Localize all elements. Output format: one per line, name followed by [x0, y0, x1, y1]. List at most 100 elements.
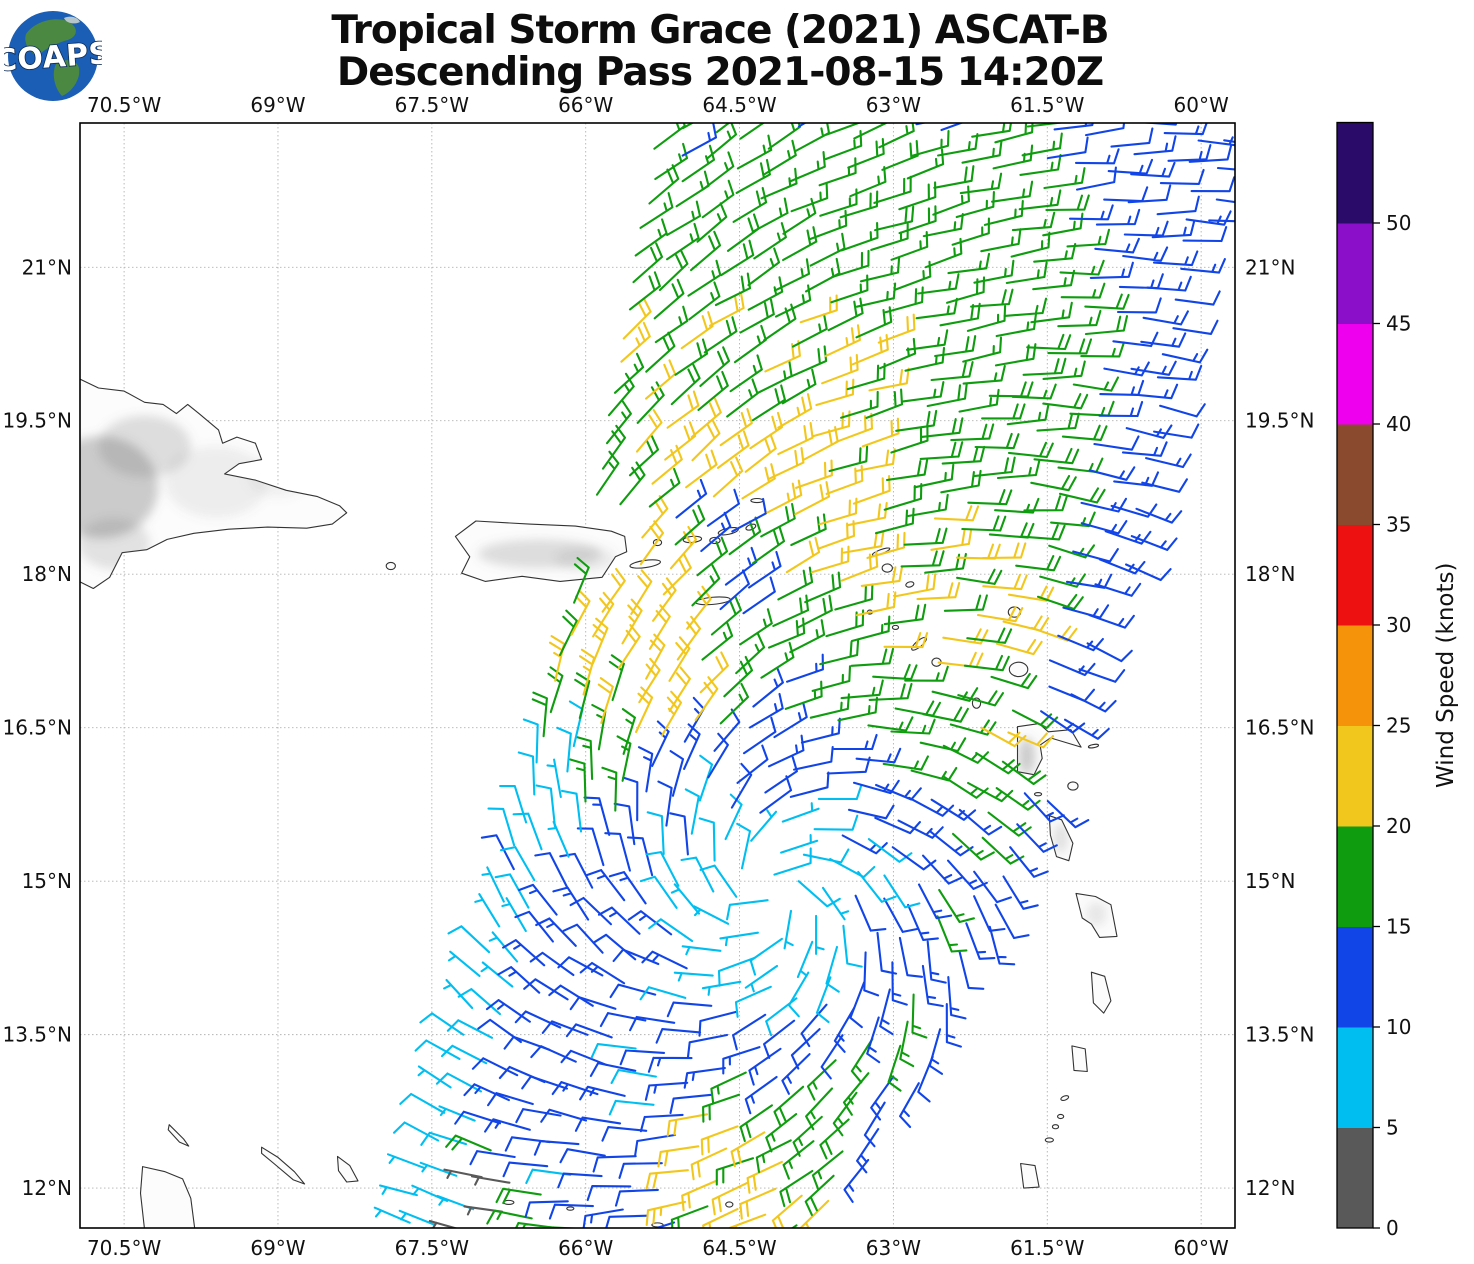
wind-barb: [850, 615, 891, 643]
wind-barb: [930, 528, 973, 551]
wind-barb: [957, 690, 1005, 707]
wind-barb: [786, 1231, 817, 1264]
wind-barb: [687, 259, 722, 297]
wind-barb: [872, 663, 918, 681]
wind-barb: [879, 988, 894, 1036]
wind-barb: [669, 812, 689, 856]
wind-barb: [548, 635, 566, 682]
wind-barb: [1088, 613, 1135, 629]
wind-barb: [1167, 144, 1212, 162]
wind-barb: [811, 1150, 844, 1191]
wind-barb: [1163, 123, 1208, 136]
wind-barb: [716, 430, 750, 469]
wind-barb: [819, 1118, 850, 1160]
wind-barb: [873, 175, 912, 204]
wind-barb: [578, 648, 596, 696]
wind-barb: [805, 1087, 834, 1131]
wind-barb: [648, 164, 680, 205]
wind-barb: [398, 1209, 436, 1226]
wind-barb: [820, 1034, 844, 1080]
wind-barb: [898, 936, 924, 978]
wind-barb: [1116, 297, 1162, 314]
wind-barb: [942, 628, 989, 645]
wind-barb: [958, 388, 1000, 413]
wind-barb: [501, 897, 527, 933]
wind-barb: [973, 870, 1012, 904]
wind-barb: [1001, 760, 1047, 786]
wind-barb: [552, 886, 590, 921]
colorbar-tick-label: 5: [1386, 1116, 1399, 1140]
wind-barb: [890, 424, 929, 454]
wind-barb: [919, 441, 964, 460]
wind-barb: [849, 981, 866, 1029]
wind-barb: [1072, 376, 1120, 392]
wind-barb: [654, 1258, 693, 1264]
wind-barb: [481, 866, 505, 903]
wind-barb: [943, 594, 988, 612]
wind-barb: [485, 999, 531, 1023]
wind-barb: [921, 964, 944, 1008]
colorbar-axis-label: Wind Speed (knots): [1433, 563, 1459, 788]
wind-barb: [654, 305, 689, 344]
wind-barb: [956, 568, 1003, 585]
wind-barb: [1068, 204, 1114, 221]
wind-barb: [1059, 259, 1105, 276]
island-curacao: [261, 1146, 306, 1185]
wind-barb: [608, 871, 647, 905]
wind-barb: [750, 809, 778, 842]
wind-barb: [517, 751, 536, 796]
wind-barb: [833, 1006, 856, 1053]
wind-barb: [905, 329, 949, 351]
wind-barb: [714, 272, 752, 307]
wind-barb: [766, 479, 803, 514]
wind-barb: [946, 859, 988, 890]
wind-barb: [1026, 123, 1066, 128]
wind-barb: [1122, 246, 1169, 262]
wind-barb: [843, 1158, 870, 1203]
wind-barb: [534, 852, 569, 889]
wind-barb: [639, 192, 674, 229]
wind-barb: [1058, 487, 1106, 504]
wind-barb: [867, 716, 914, 732]
wind-barb: [774, 284, 812, 318]
wind-barb: [806, 1059, 837, 1101]
wind-barb: [972, 456, 1016, 478]
colorbar-tick-label: 25: [1386, 714, 1411, 738]
wind-barb: [570, 589, 591, 636]
wind-barb: [1094, 582, 1142, 597]
wind-barb: [1127, 184, 1172, 204]
wind-barb: [791, 313, 828, 348]
wind-barb: [699, 346, 731, 387]
wind-barb: [595, 450, 620, 496]
wind-barb: [530, 1045, 577, 1063]
wind-barb: [821, 886, 850, 921]
island-st-vincent: [1071, 1045, 1088, 1073]
wind-barb: [813, 814, 859, 831]
wind-barb: [1180, 258, 1226, 274]
colorbar-bin: [1337, 826, 1373, 927]
island-antigua: [1008, 661, 1029, 678]
wind-barb: [726, 378, 759, 418]
wind-barb: [842, 924, 863, 968]
lat-tick-label-left: 12°N: [22, 1176, 72, 1200]
wind-barb: [995, 787, 1041, 811]
wind-barb: [1040, 710, 1086, 734]
wind-barb: [883, 897, 919, 933]
wind-barb: [438, 1105, 476, 1122]
wind-barb: [965, 922, 996, 960]
island-anegada: [750, 497, 764, 504]
lat-tick-label-left: 13.5°N: [3, 1023, 73, 1047]
wind-barb: [990, 672, 1038, 690]
wind-barb: [556, 726, 572, 773]
wind-barb: [1215, 198, 1235, 204]
island-st-barthelemy: [905, 581, 915, 588]
wind-barb: [645, 851, 680, 887]
wind-barb: [586, 869, 626, 902]
wind-barb: [940, 469, 982, 494]
wind-barb: [1060, 282, 1106, 299]
wind-barb: [735, 632, 766, 675]
wind-barb: [1095, 208, 1141, 226]
wind-barb: [681, 123, 718, 157]
logo-text: COAPS: [4, 36, 102, 79]
wind-barb: [674, 338, 709, 376]
